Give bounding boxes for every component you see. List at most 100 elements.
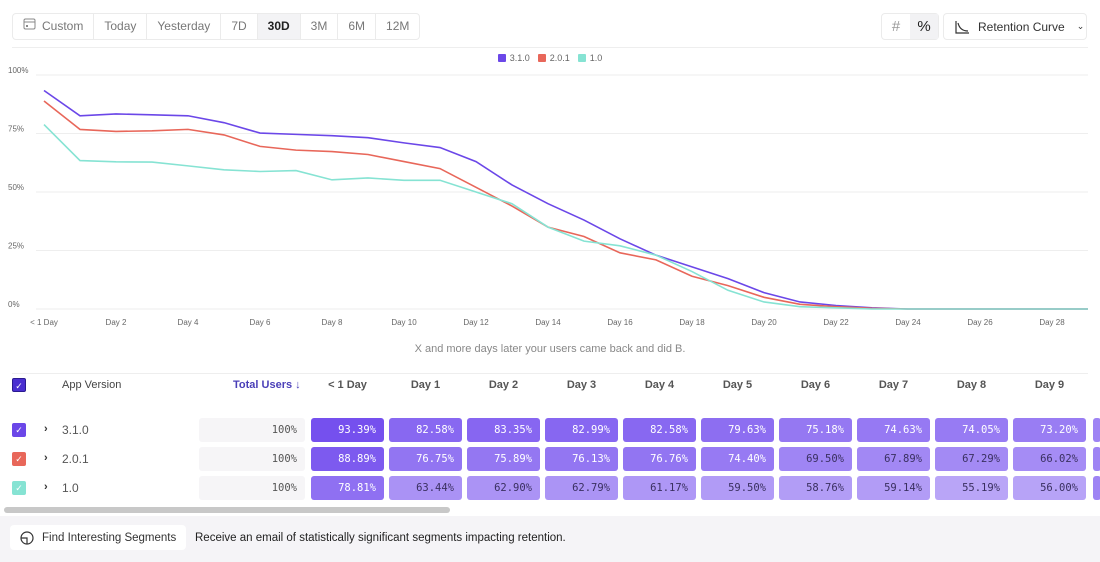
date-range-label: 12M	[386, 19, 410, 33]
row-name: 1.0	[62, 481, 79, 495]
retention-cell[interactable]: 69.50%	[779, 447, 852, 471]
retention-cell[interactable]: 74.40%	[701, 447, 774, 471]
divider	[12, 373, 1088, 374]
retention-cell[interactable]: 93.39%	[311, 418, 384, 442]
retention-cell[interactable]: 75.18%	[779, 418, 852, 442]
retention-cell[interactable]: 62.79%	[545, 476, 618, 500]
retention-cell[interactable]: 67.29%	[935, 447, 1008, 471]
column-header-total-users[interactable]: Total Users ↓	[233, 379, 301, 391]
total-users-cell: 100%	[199, 447, 305, 471]
retention-cell[interactable]: 66.02%	[1013, 447, 1086, 471]
column-header-day: Day 4	[644, 379, 675, 391]
expand-row-chevron[interactable]: ›	[44, 423, 48, 435]
date-range-label: 3M	[310, 19, 328, 33]
x-tick-label: < 1 Day	[30, 318, 58, 327]
date-range-today[interactable]: Today	[94, 14, 148, 39]
retention-cell[interactable]: 82.58%	[389, 418, 462, 442]
legend-label: 1.0	[589, 53, 603, 63]
date-range-12m[interactable]: 12M	[376, 14, 419, 39]
date-range-label: Today	[104, 19, 137, 33]
legend-label: 2.0.1	[549, 53, 570, 63]
x-tick-label: Day 12	[463, 318, 489, 327]
retention-cell[interactable]: 59.14%	[857, 476, 930, 500]
x-tick-label: Day 24	[895, 318, 921, 327]
retention-cell[interactable]: 73.20%	[1013, 418, 1086, 442]
retention-cell[interactable]: 76.75%	[389, 447, 462, 471]
retention-cell[interactable]: 59.50%	[701, 476, 774, 500]
column-header-day: Day 3	[566, 379, 597, 391]
retention-cell[interactable]: 82.58%	[623, 418, 696, 442]
horizontal-scrollbar[interactable]	[4, 507, 450, 513]
retention-cell-partial	[1093, 418, 1100, 442]
percent-icon[interactable]: %	[910, 14, 938, 39]
date-range-7d[interactable]: 7D	[221, 14, 258, 39]
date-range-custom[interactable]: Custom	[13, 14, 95, 39]
hash-icon[interactable]: #	[891, 18, 901, 35]
total-users-cell: 100%	[199, 418, 305, 442]
row-checkbox[interactable]: ✓	[12, 452, 26, 466]
legend-swatch	[497, 54, 506, 62]
retention-cell[interactable]: 83.35%	[467, 418, 540, 442]
series-line-3.1.0	[43, 89, 1088, 310]
x-tick-label: Day 20	[751, 318, 777, 327]
retention-cell[interactable]: 76.13%	[545, 447, 618, 471]
legend-item[interactable]: 1.0	[577, 53, 603, 63]
calendar-icon	[23, 14, 36, 39]
chart-legend: 3.1.0 2.0.1 1.0	[0, 53, 1100, 63]
retention-cell[interactable]: 79.63%	[701, 418, 774, 442]
retention-cell[interactable]: 76.76%	[623, 447, 696, 471]
row-name: 3.1.0	[62, 423, 89, 437]
retention-cell-partial	[1093, 476, 1100, 500]
expand-row-chevron[interactable]: ›	[44, 481, 48, 493]
retention-chart: 0% 25% 50% 75% 100% < 1 Day Day 2 Day 4 Day 6 Day…	[8, 66, 1088, 327]
date-range-yesterday[interactable]: Yesterday	[147, 14, 222, 39]
retention-cell[interactable]: 61.17%	[623, 476, 696, 500]
x-tick-label: Day 6	[250, 318, 271, 327]
expand-row-chevron[interactable]: ›	[44, 452, 48, 464]
row-checkbox[interactable]: ✓	[12, 423, 26, 437]
retention-cell[interactable]: 82.99%	[545, 418, 618, 442]
select-all-checkbox[interactable]: ✓	[12, 378, 26, 392]
chart-type-dropdown[interactable]: Retention Curve ⌄	[943, 13, 1087, 40]
retention-cell[interactable]: 74.05%	[935, 418, 1008, 442]
x-tick-label: Day 14	[535, 318, 561, 327]
footer-description: Receive an email of statistically signif…	[195, 532, 566, 544]
retention-cell[interactable]: 78.81%	[311, 476, 384, 500]
series-line-2.0.1	[43, 100, 1088, 310]
date-range-6m[interactable]: 6M	[338, 14, 377, 39]
row-checkbox[interactable]: ✓	[12, 481, 26, 495]
date-range-label: 7D	[231, 19, 247, 33]
retention-cell[interactable]: 58.76%	[779, 476, 852, 500]
row-name: 2.0.1	[62, 452, 89, 466]
legend-item[interactable]: 2.0.1	[537, 53, 570, 63]
column-header-day: Day 7	[878, 379, 909, 391]
retention-cell[interactable]: 63.44%	[389, 476, 462, 500]
total-users-cell: 100%	[199, 476, 305, 500]
date-range-label: Custom	[42, 19, 84, 33]
retention-cell[interactable]: 67.89%	[857, 447, 930, 471]
date-range-30d[interactable]: 30D	[257, 14, 301, 39]
retention-cell[interactable]: 62.90%	[467, 476, 540, 500]
retention-cell[interactable]: 74.63%	[857, 418, 930, 442]
retention-cell-partial	[1093, 447, 1100, 471]
x-tick-label: Day 8	[322, 318, 343, 327]
retention-cell[interactable]: 55.19%	[935, 476, 1008, 500]
retention-cell[interactable]: 88.89%	[311, 447, 384, 471]
x-axis-label: X and more days later your users came ba…	[414, 343, 686, 355]
column-header-day: Day 8	[956, 379, 987, 391]
retention-cell[interactable]: 56.00%	[1013, 476, 1086, 500]
column-header-day: < 1 Day	[328, 379, 367, 391]
x-tick-label: Day 2	[106, 318, 127, 327]
date-range-3m[interactable]: 3M	[301, 14, 339, 39]
find-segments-label: Find Interesting Segments	[42, 531, 177, 544]
chart-type-label: Retention Curve	[978, 19, 1065, 34]
footer-bar: Find Interesting Segments Receive an ema…	[0, 516, 1100, 562]
legend-item[interactable]: 3.1.0	[497, 53, 530, 63]
date-range-selector: Custom Today Yesterday 7D 30D 3M 6M 12M	[12, 13, 421, 40]
y-tick-label: 100%	[8, 66, 28, 75]
retention-cell[interactable]: 75.89%	[467, 447, 540, 471]
y-tick-label: 0%	[8, 300, 20, 309]
find-segments-button[interactable]: Find Interesting Segments	[10, 525, 187, 550]
x-tick-label: Day 4	[178, 318, 199, 327]
column-header-day: Day 1	[410, 379, 441, 391]
